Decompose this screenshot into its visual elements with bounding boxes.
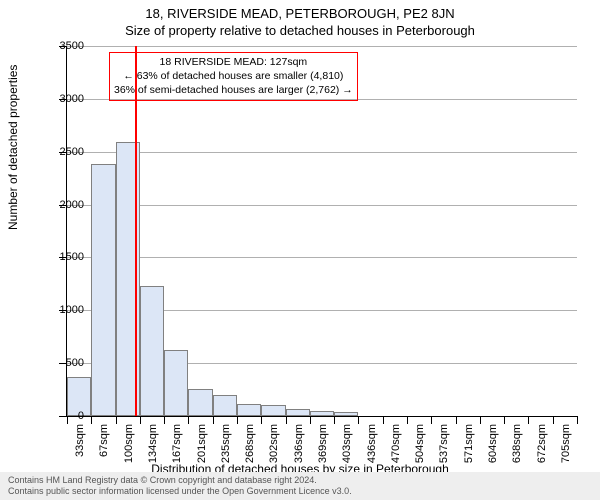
histogram-bar bbox=[188, 389, 212, 416]
grid-line bbox=[67, 152, 577, 153]
callout-line: 36% of semi-detached houses are larger (… bbox=[114, 83, 353, 97]
x-tick bbox=[237, 416, 238, 424]
histogram-bar bbox=[237, 404, 261, 416]
x-tick bbox=[383, 416, 384, 424]
y-tick bbox=[59, 416, 67, 417]
title-main: 18, RIVERSIDE MEAD, PETERBOROUGH, PE2 8J… bbox=[0, 0, 600, 21]
histogram-bar bbox=[91, 164, 115, 416]
x-tick bbox=[480, 416, 481, 424]
x-tick bbox=[286, 416, 287, 424]
x-tick bbox=[334, 416, 335, 424]
x-tick bbox=[213, 416, 214, 424]
x-tick bbox=[577, 416, 578, 424]
x-tick bbox=[553, 416, 554, 424]
x-tick bbox=[310, 416, 311, 424]
histogram-bar bbox=[286, 409, 310, 416]
histogram-bar bbox=[140, 286, 164, 416]
histogram-bar bbox=[164, 350, 188, 416]
plot-area: 18 RIVERSIDE MEAD: 127sqm← 63% of detach… bbox=[66, 46, 577, 417]
y-tick-label: 3500 bbox=[60, 40, 84, 52]
x-tick bbox=[91, 416, 92, 424]
histogram-bar bbox=[213, 395, 237, 416]
histogram-bar bbox=[334, 412, 358, 416]
y-axis-title: Number of detached properties bbox=[6, 65, 20, 230]
footer-line-1: Contains HM Land Registry data © Crown c… bbox=[8, 475, 592, 486]
histogram-bar bbox=[261, 405, 285, 416]
footer: Contains HM Land Registry data © Crown c… bbox=[0, 472, 600, 500]
footer-line-2: Contains public sector information licen… bbox=[8, 486, 592, 497]
x-tick bbox=[140, 416, 141, 424]
y-tick-label: 3000 bbox=[60, 93, 84, 105]
reference-line bbox=[135, 46, 137, 416]
x-tick bbox=[456, 416, 457, 424]
callout-box: 18 RIVERSIDE MEAD: 127sqm← 63% of detach… bbox=[109, 52, 358, 101]
grid-line bbox=[67, 205, 577, 206]
x-tick bbox=[431, 416, 432, 424]
y-tick-label: 2000 bbox=[60, 199, 84, 211]
grid-line bbox=[67, 46, 577, 47]
title-sub: Size of property relative to detached ho… bbox=[0, 21, 600, 38]
chart-container: 18, RIVERSIDE MEAD, PETERBOROUGH, PE2 8J… bbox=[0, 0, 600, 500]
x-tick bbox=[504, 416, 505, 424]
x-tick bbox=[116, 416, 117, 424]
y-tick-label: 1500 bbox=[60, 251, 84, 263]
x-tick bbox=[528, 416, 529, 424]
x-tick bbox=[407, 416, 408, 424]
x-tick bbox=[164, 416, 165, 424]
x-tick bbox=[261, 416, 262, 424]
y-tick-label: 0 bbox=[78, 410, 84, 422]
y-tick-label: 500 bbox=[66, 357, 84, 369]
y-tick-label: 1000 bbox=[60, 304, 84, 316]
x-tick bbox=[67, 416, 68, 424]
x-tick bbox=[358, 416, 359, 424]
grid-line bbox=[67, 257, 577, 258]
x-tick bbox=[188, 416, 189, 424]
histogram-bar bbox=[310, 411, 334, 416]
callout-line: ← 63% of detached houses are smaller (4,… bbox=[114, 69, 353, 83]
callout-line: 18 RIVERSIDE MEAD: 127sqm bbox=[114, 55, 353, 69]
y-tick-label: 2500 bbox=[60, 146, 84, 158]
